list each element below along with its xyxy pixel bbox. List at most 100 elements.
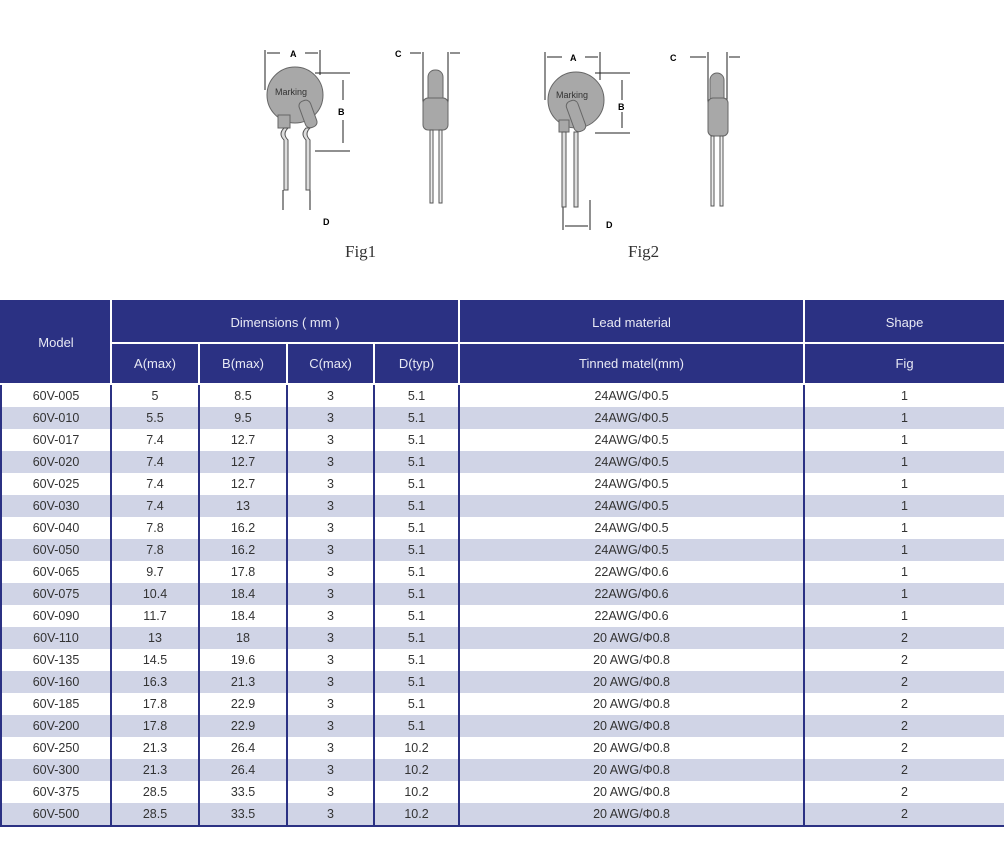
cell-lead-material: 24AWG/Φ0.5 xyxy=(458,539,806,561)
cell-d-typ: 5.1 xyxy=(372,605,461,627)
cell-fig: 1 xyxy=(803,429,1004,451)
cell-b-max: 12.7 xyxy=(198,451,288,473)
cell-fig: 2 xyxy=(803,803,1004,827)
cell-model: 60V-075 xyxy=(0,583,112,605)
cell-fig: 1 xyxy=(803,384,1004,407)
table-row: 60V-010 5.5 9.5 3 5.1 24AWG/Φ0.5 1 xyxy=(0,407,1004,429)
table-row: 60V-065 9.7 17.8 3 5.1 22AWG/Φ0.6 1 xyxy=(0,561,1004,583)
cell-b-max: 9.5 xyxy=(198,407,288,429)
header-shape: Shape xyxy=(803,300,1004,344)
cell-fig: 2 xyxy=(803,627,1004,649)
table-row: 60V-025 7.4 12.7 3 5.1 24AWG/Φ0.5 1 xyxy=(0,473,1004,495)
cell-b-max: 21.3 xyxy=(198,671,288,693)
cell-lead-material: 24AWG/Φ0.5 xyxy=(458,407,806,429)
cell-model: 60V-375 xyxy=(0,781,112,803)
marking-label: Marking xyxy=(275,87,307,97)
label-a: A xyxy=(570,53,577,63)
header-model: Model xyxy=(0,300,112,385)
cell-d-typ: 5.1 xyxy=(372,384,461,407)
table-row: 60V-005 5 8.5 3 5.1 24AWG/Φ0.5 1 xyxy=(0,384,1004,407)
cell-b-max: 33.5 xyxy=(198,803,288,827)
table-row: 60V-300 21.3 26.4 3 10.2 20 AWG/Φ0.8 2 xyxy=(0,759,1004,781)
cell-d-typ: 5.1 xyxy=(372,539,461,561)
cell-fig: 2 xyxy=(803,737,1004,759)
label-d: D xyxy=(606,220,613,230)
cell-b-max: 16.2 xyxy=(198,539,288,561)
table-body: 60V-005 5 8.5 3 5.1 24AWG/Φ0.5 1 60V-010 5.5 9.5 3… xyxy=(0,384,1004,827)
cell-d-typ: 5.1 xyxy=(372,671,461,693)
cell-model: 60V-065 xyxy=(0,561,112,583)
cell-c-max: 3 xyxy=(286,715,375,737)
table-row: 60V-075 10.4 18.4 3 5.1 22AWG/Φ0.6 1 xyxy=(0,583,1004,605)
cell-a-max: 7.4 xyxy=(110,473,200,495)
marking-label: Marking xyxy=(556,90,588,100)
cell-fig: 1 xyxy=(803,451,1004,473)
cell-a-max: 7.8 xyxy=(110,517,200,539)
specifications-table: Model Dimensions ( mm ) Lead material Sh… xyxy=(0,300,1004,827)
figure-2-drawing: A B C Marking D xyxy=(540,40,750,235)
cell-a-max: 7.4 xyxy=(110,495,200,517)
cell-b-max: 12.7 xyxy=(198,429,288,451)
table-row: 60V-020 7.4 12.7 3 5.1 24AWG/Φ0.5 1 xyxy=(0,451,1004,473)
cell-b-max: 18.4 xyxy=(198,583,288,605)
cell-fig: 1 xyxy=(803,495,1004,517)
cell-c-max: 3 xyxy=(286,539,375,561)
header-d-typ: D(typ) xyxy=(372,342,461,385)
figure-2-caption: Fig2 xyxy=(628,242,660,261)
cell-c-max: 3 xyxy=(286,737,375,759)
cell-d-typ: 5.1 xyxy=(372,715,461,737)
cell-d-typ: 5.1 xyxy=(372,407,461,429)
table-row: 60V-017 7.4 12.7 3 5.1 24AWG/Φ0.5 1 xyxy=(0,429,1004,451)
cell-b-max: 22.9 xyxy=(198,693,288,715)
table-row: 60V-500 28.5 33.5 3 10.2 20 AWG/Φ0.8 2 xyxy=(0,803,1004,827)
cell-fig: 1 xyxy=(803,605,1004,627)
cell-model: 60V-017 xyxy=(0,429,112,451)
cell-d-typ: 5.1 xyxy=(372,473,461,495)
cell-c-max: 3 xyxy=(286,451,375,473)
cell-b-max: 19.6 xyxy=(198,649,288,671)
cell-fig: 2 xyxy=(803,649,1004,671)
label-a: A xyxy=(290,49,297,59)
cell-model: 60V-160 xyxy=(0,671,112,693)
cell-a-max: 5.5 xyxy=(110,407,200,429)
cell-lead-material: 20 AWG/Φ0.8 xyxy=(458,671,806,693)
cell-model: 60V-040 xyxy=(0,517,112,539)
cell-model: 60V-025 xyxy=(0,473,112,495)
cell-model: 60V-135 xyxy=(0,649,112,671)
cell-lead-material: 20 AWG/Φ0.8 xyxy=(458,803,806,827)
cell-b-max: 18 xyxy=(198,627,288,649)
cell-c-max: 3 xyxy=(286,473,375,495)
cell-c-max: 3 xyxy=(286,583,375,605)
table-row: 60V-135 14.5 19.6 3 5.1 20 AWG/Φ0.8 2 xyxy=(0,649,1004,671)
cell-d-typ: 5.1 xyxy=(372,451,461,473)
cell-a-max: 9.7 xyxy=(110,561,200,583)
header-dimensions: Dimensions ( mm ) xyxy=(109,300,461,344)
cell-a-max: 14.5 xyxy=(110,649,200,671)
cell-lead-material: 22AWG/Φ0.6 xyxy=(458,583,806,605)
cell-lead-material: 20 AWG/Φ0.8 xyxy=(458,737,806,759)
cell-a-max: 16.3 xyxy=(110,671,200,693)
cell-d-typ: 5.1 xyxy=(372,517,461,539)
cell-a-max: 5 xyxy=(110,384,200,407)
cell-a-max: 7.4 xyxy=(110,429,200,451)
cell-c-max: 3 xyxy=(286,803,375,827)
cell-model: 60V-010 xyxy=(0,407,112,429)
cell-lead-material: 24AWG/Φ0.5 xyxy=(458,495,806,517)
cell-fig: 2 xyxy=(803,671,1004,693)
cell-lead-material: 24AWG/Φ0.5 xyxy=(458,517,806,539)
label-b: B xyxy=(338,107,345,117)
table-row: 60V-030 7.4 13 3 5.1 24AWG/Φ0.5 1 xyxy=(0,495,1004,517)
cell-lead-material: 24AWG/Φ0.5 xyxy=(458,384,806,407)
cell-c-max: 3 xyxy=(286,693,375,715)
table-row: 60V-160 16.3 21.3 3 5.1 20 AWG/Φ0.8 2 xyxy=(0,671,1004,693)
label-d: D xyxy=(323,217,330,227)
cell-a-max: 7.8 xyxy=(110,539,200,561)
cell-a-max: 7.4 xyxy=(110,451,200,473)
cell-a-max: 11.7 xyxy=(110,605,200,627)
cell-d-typ: 5.1 xyxy=(372,627,461,649)
cell-lead-material: 20 AWG/Φ0.8 xyxy=(458,715,806,737)
cell-a-max: 10.4 xyxy=(110,583,200,605)
cell-a-max: 17.8 xyxy=(110,715,200,737)
cell-model: 60V-020 xyxy=(0,451,112,473)
header-lead-material: Lead material xyxy=(458,300,806,344)
